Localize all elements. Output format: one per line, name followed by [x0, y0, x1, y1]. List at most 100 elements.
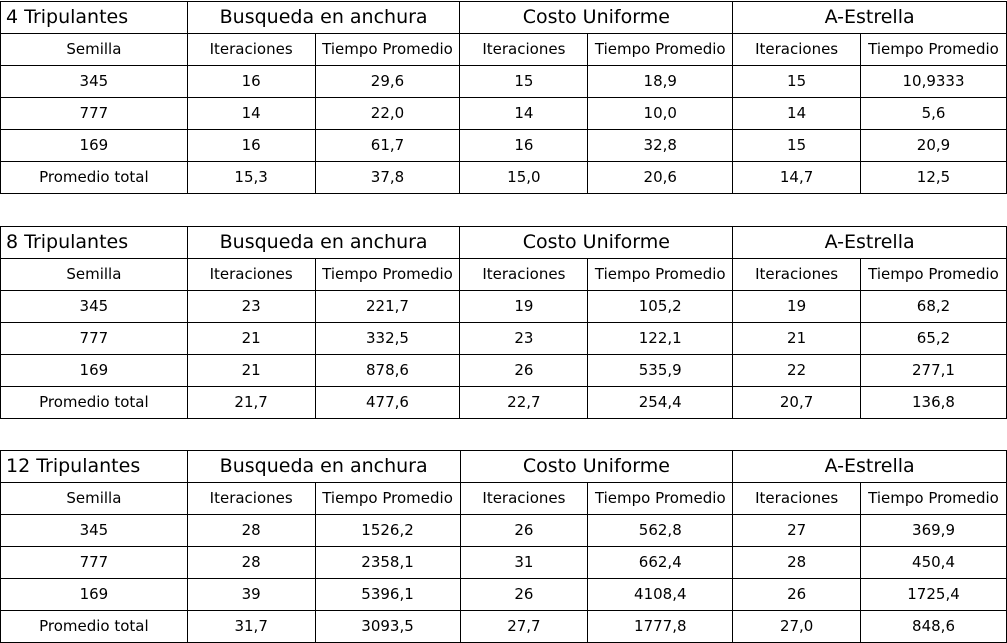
time-header: Tiempo Promedio [314, 33, 461, 66]
ucs-time-cell: 562,8 [587, 514, 734, 547]
iterations-header: Iteraciones [459, 258, 589, 291]
bfs-iterations-cell: 21 [186, 322, 316, 355]
seed-row: 169 39 5396,1 26 4108,4 26 1725,4 [0, 578, 1007, 611]
bfs-time-cell: 332,5 [314, 322, 461, 355]
time-header: Tiempo Promedio [860, 482, 1007, 515]
algorithm-header-ucs: Costo Uniforme [459, 450, 734, 483]
seed-cell: 169 [0, 354, 188, 387]
title-row: 8 Tripulantes Busqueda en anchura Costo … [0, 226, 1007, 259]
ucs-time-cell: 105,2 [587, 290, 734, 323]
seed-cell: 777 [0, 97, 188, 130]
column-header-row: Semilla Iteraciones Tiempo Promedio Iter… [0, 33, 1007, 66]
total-average-row: Promedio total 15,3 37,8 15,0 20,6 14,7 12,5 [0, 161, 1007, 194]
ucs-iterations-cell: 16 [459, 129, 589, 162]
ucs-time-cell: 122,1 [587, 322, 734, 355]
ucs-iterations-cell: 15,0 [459, 161, 589, 194]
astar-iterations-cell: 14,7 [732, 161, 861, 194]
algorithm-header-ucs: Costo Uniforme [459, 1, 734, 34]
seed-cell: 169 [0, 578, 188, 611]
algorithm-header-ucs: Costo Uniforme [459, 226, 734, 259]
astar-time-cell: 10,9333 [860, 65, 1007, 98]
seed-cell: 345 [0, 65, 188, 98]
seed-cell: Promedio total [0, 161, 188, 194]
crew-size-title: 12 Tripulantes [0, 450, 188, 483]
bfs-time-cell: 221,7 [314, 290, 461, 323]
bfs-iterations-cell: 28 [186, 546, 316, 579]
bfs-iterations-cell: 21 [186, 354, 316, 387]
seed-row: 345 28 1526,2 26 562,8 27 369,9 [0, 514, 1007, 547]
time-header: Tiempo Promedio [587, 258, 734, 291]
seed-row: 777 28 2358,1 31 662,4 28 450,4 [0, 546, 1007, 579]
astar-time-cell: 136,8 [860, 386, 1007, 419]
seed-row: 345 23 221,7 19 105,2 19 68,2 [0, 290, 1007, 323]
ucs-iterations-cell: 19 [459, 290, 589, 323]
bfs-time-cell: 477,6 [314, 386, 461, 419]
astar-iterations-cell: 28 [732, 546, 862, 579]
bfs-time-cell: 29,6 [314, 65, 461, 98]
astar-iterations-cell: 20,7 [732, 386, 861, 419]
astar-time-cell: 12,5 [860, 161, 1007, 194]
bfs-iterations-cell: 15,3 [186, 161, 316, 194]
astar-time-cell: 5,6 [860, 97, 1007, 130]
ucs-time-cell: 10,0 [587, 97, 734, 130]
ucs-iterations-cell: 23 [459, 322, 589, 355]
bfs-time-cell: 3093,5 [314, 610, 461, 643]
algorithm-header-bfs: Busqueda en anchura [186, 226, 461, 259]
seed-cell: Promedio total [0, 610, 188, 643]
bfs-iterations-cell: 39 [186, 578, 316, 611]
time-header: Tiempo Promedio [860, 258, 1007, 291]
seed-header: Semilla [0, 258, 188, 291]
column-header-row: Semilla Iteraciones Tiempo Promedio Iter… [0, 482, 1007, 515]
bfs-iterations-cell: 28 [186, 514, 316, 547]
ucs-time-cell: 254,4 [587, 386, 734, 419]
astar-iterations-cell: 15 [732, 129, 861, 162]
astar-time-cell: 65,2 [860, 322, 1007, 355]
astar-time-cell: 1725,4 [860, 578, 1007, 611]
bfs-iterations-cell: 14 [186, 97, 316, 130]
seed-cell: 345 [0, 514, 188, 547]
bfs-iterations-cell: 23 [186, 290, 316, 323]
astar-iterations-cell: 15 [732, 65, 861, 98]
algorithm-header-bfs: Busqueda en anchura [186, 450, 461, 483]
bfs-time-cell: 22,0 [314, 97, 461, 130]
seed-row: 345 16 29,6 15 18,9 15 10,9333 [0, 65, 1007, 98]
table-4-crew: 4 Tripulantes Busqueda en anchura Costo … [0, 1, 1007, 194]
astar-time-cell: 68,2 [860, 290, 1007, 323]
bfs-time-cell: 5396,1 [314, 578, 461, 611]
ucs-time-cell: 1777,8 [587, 610, 734, 643]
column-header-row: Semilla Iteraciones Tiempo Promedio Iter… [0, 258, 1007, 291]
ucs-time-cell: 32,8 [587, 129, 734, 162]
seed-header: Semilla [0, 33, 188, 66]
ucs-iterations-cell: 27,7 [459, 610, 589, 643]
astar-iterations-cell: 22 [732, 354, 861, 387]
astar-iterations-cell: 27,0 [732, 610, 862, 643]
crew-size-title: 8 Tripulantes [0, 226, 188, 259]
ucs-iterations-cell: 15 [459, 65, 589, 98]
time-header: Tiempo Promedio [314, 258, 461, 291]
astar-iterations-cell: 14 [732, 97, 861, 130]
iterations-header: Iteraciones [732, 33, 861, 66]
bfs-time-cell: 1526,2 [314, 514, 461, 547]
ucs-time-cell: 662,4 [587, 546, 734, 579]
algorithm-header-astar: A-Estrella [732, 450, 1007, 483]
astar-time-cell: 450,4 [860, 546, 1007, 579]
ucs-iterations-cell: 22,7 [459, 386, 589, 419]
table-8-crew: 8 Tripulantes Busqueda en anchura Costo … [0, 226, 1007, 419]
iterations-header: Iteraciones [186, 482, 316, 515]
seed-row: 169 21 878,6 26 535,9 22 277,1 [0, 354, 1007, 387]
bfs-iterations-cell: 31,7 [186, 610, 316, 643]
ucs-time-cell: 20,6 [587, 161, 734, 194]
bfs-time-cell: 37,8 [314, 161, 461, 194]
iterations-header: Iteraciones [186, 33, 316, 66]
seed-header: Semilla [0, 482, 188, 515]
ucs-time-cell: 535,9 [587, 354, 734, 387]
iterations-header: Iteraciones [186, 258, 316, 291]
algorithm-header-bfs: Busqueda en anchura [186, 1, 461, 34]
iterations-header: Iteraciones [732, 258, 861, 291]
time-header: Tiempo Promedio [587, 482, 734, 515]
crew-size-title: 4 Tripulantes [0, 1, 188, 34]
total-average-row: Promedio total 21,7 477,6 22,7 254,4 20,7 136,… [0, 386, 1007, 419]
time-header: Tiempo Promedio [860, 33, 1007, 66]
ucs-time-cell: 4108,4 [587, 578, 734, 611]
